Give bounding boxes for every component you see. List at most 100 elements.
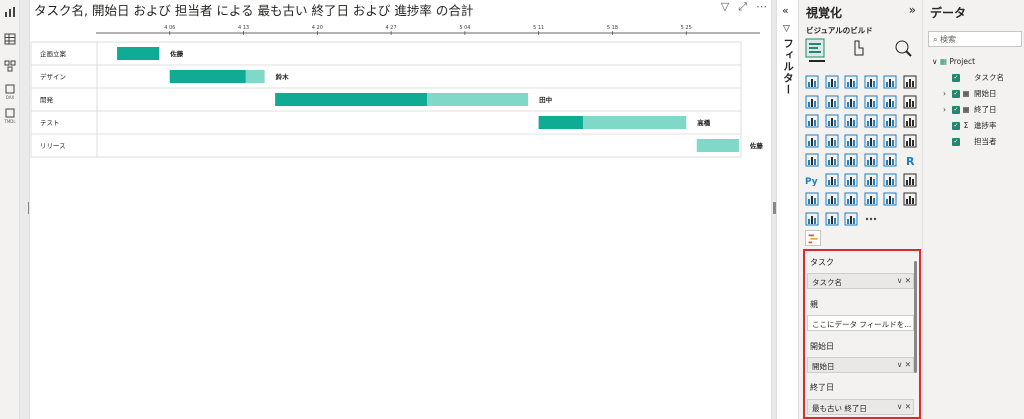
100-area-icon[interactable] [864, 94, 878, 108]
line-clustered-icon[interactable] [903, 94, 917, 108]
field-checkbox[interactable]: ✓ [952, 90, 960, 98]
multirow-card-icon[interactable] [805, 152, 819, 167]
shape-map-icon[interactable] [864, 191, 878, 206]
field-name: 終了日 [974, 105, 997, 114]
scatter-icon[interactable] [864, 113, 878, 128]
kpi-icon[interactable] [825, 152, 839, 167]
report-view-icon[interactable] [4, 6, 16, 18]
field-item[interactable]: ✓ Σ 進捗率 [943, 120, 997, 131]
well-parent-placeholder: ここにデータ フィールドを... [812, 320, 912, 329]
well-label-start: 開始日 [810, 342, 834, 351]
stacked-column-icon[interactable] [825, 74, 839, 89]
focus-mode-icon[interactable]: ⤢ [738, 0, 747, 13]
line-column-icon[interactable] [883, 94, 897, 108]
x-tick-label: 4 27 [386, 25, 397, 31]
card-icon[interactable] [903, 133, 917, 147]
custom-visual-icon[interactable] [844, 211, 858, 225]
powerbi-app-icon[interactable] [805, 211, 819, 225]
wells-scrollbar[interactable] [914, 261, 917, 373]
table-name: Project [949, 57, 976, 66]
field-item[interactable]: › ✓ ▦ 終了日 [943, 104, 997, 115]
r-visual-icon[interactable]: R [903, 152, 917, 168]
slicer-icon[interactable] [844, 152, 858, 167]
get-more-visuals-icon[interactable] [825, 211, 839, 225]
filter-pane-collapsed[interactable]: « ▽ フィルター [776, 0, 798, 419]
field-item[interactable]: › ✓ ▦ 開始日 [943, 88, 997, 99]
field-checkbox[interactable]: ✓ [952, 74, 960, 82]
table-project[interactable]: ∨ ▦ Project [932, 57, 975, 66]
pie-chart-icon[interactable] [883, 113, 897, 128]
field-item[interactable]: ✓ タスク名 [943, 72, 1004, 83]
ribbon-chart-icon[interactable] [805, 113, 819, 128]
task-progress-bar [538, 116, 583, 129]
gantt-visual[interactable]: タスク名, 開始日 および 担当者 による 最も古い 終了日 および 進捗率 の… [29, 0, 772, 419]
filter-pane-label[interactable]: フィルター [782, 38, 794, 96]
dax-query-icon[interactable] [4, 84, 16, 96]
power-automate-icon[interactable] [844, 191, 858, 206]
build-visual-tab-icon[interactable] [805, 38, 825, 58]
gauge-icon[interactable] [883, 133, 897, 147]
metrics-icon[interactable] [903, 172, 917, 186]
filter-icon[interactable]: ▽ [720, 0, 730, 13]
custom-gantt-visual-icon[interactable] [805, 230, 821, 246]
view-rail: DAX TMDL [0, 0, 20, 419]
well-start-controls[interactable]: ∨ ✕ [896, 360, 911, 369]
paginated-report-icon[interactable] [805, 191, 819, 206]
area-chart-icon[interactable] [825, 94, 839, 108]
tmdl-view-icon[interactable] [4, 108, 16, 120]
well-end-field[interactable]: 最も古い 終了日 ∨ ✕ [807, 399, 914, 415]
qa-icon[interactable] [864, 172, 878, 186]
well-task-value: タスク名 [812, 278, 842, 287]
well-start-field[interactable]: 開始日 ∨ ✕ [807, 357, 914, 373]
clustered-column-icon[interactable] [864, 74, 878, 89]
stacked-area-icon[interactable] [844, 94, 858, 108]
well-parent-dropzone[interactable]: ここにデータ フィールドを... [807, 315, 914, 331]
stacked-bar-icon[interactable] [805, 74, 819, 89]
double-chevron-left-icon[interactable]: « [782, 4, 789, 17]
funnel-icon[interactable] [844, 113, 858, 128]
decomposition-tree-icon[interactable] [844, 172, 858, 186]
double-chevron-right-icon[interactable]: » [908, 3, 916, 17]
clustered-bar-icon[interactable] [844, 74, 858, 89]
chevron-right-icon[interactable]: › [943, 105, 946, 114]
field-checkbox[interactable]: ✓ [952, 106, 960, 114]
map-icon[interactable] [825, 133, 839, 147]
table-icon[interactable] [864, 152, 878, 167]
100-column-icon[interactable] [903, 74, 917, 89]
key-influencers-icon[interactable] [825, 172, 839, 186]
well-task-field[interactable]: タスク名 ∨ ✕ [807, 273, 914, 289]
analytics-tab-icon[interactable] [893, 38, 913, 58]
sigma-icon: Σ [963, 121, 969, 130]
power-apps-icon[interactable] [825, 191, 839, 206]
line-chart-icon[interactable] [805, 94, 819, 108]
arcgis-icon[interactable] [883, 191, 897, 206]
well-end-controls[interactable]: ∨ ✕ [896, 402, 911, 411]
resize-handle-right[interactable] [773, 202, 776, 214]
azure-map-icon[interactable] [864, 133, 878, 147]
100-bar-icon[interactable] [883, 74, 897, 89]
format-visual-tab-icon[interactable] [849, 38, 869, 58]
treemap-icon[interactable] [805, 133, 819, 147]
field-checkbox[interactable]: ✓ [952, 122, 960, 130]
search-input[interactable]: ⌕ 検索 [928, 31, 1022, 47]
filled-map-icon[interactable] [844, 133, 858, 147]
python-visual-icon[interactable]: Py [805, 172, 819, 187]
field-checkbox[interactable]: ✓ [952, 138, 960, 146]
chevron-right-icon[interactable]: › [943, 89, 946, 98]
well-task-controls[interactable]: ∨ ✕ [896, 276, 911, 285]
field-item[interactable]: ✓ 担当者 [943, 136, 997, 147]
task-progress-bar [117, 47, 160, 60]
waterfall-icon[interactable] [825, 113, 839, 128]
donut-chart-icon[interactable] [903, 113, 917, 128]
new-card-icon[interactable] [903, 191, 917, 206]
matrix-icon[interactable] [883, 152, 897, 167]
table-view-icon[interactable] [4, 33, 16, 45]
more-options-icon[interactable]: ⋯ [756, 0, 767, 13]
task-progress-bar [169, 70, 246, 83]
more-visuals-icon[interactable] [864, 211, 878, 225]
chevron-down-icon[interactable]: ∨ [932, 57, 938, 66]
smart-narrative-icon[interactable] [883, 172, 897, 186]
build-visual-label: ビジュアルのビルド [806, 26, 873, 35]
model-view-icon[interactable] [4, 60, 16, 72]
